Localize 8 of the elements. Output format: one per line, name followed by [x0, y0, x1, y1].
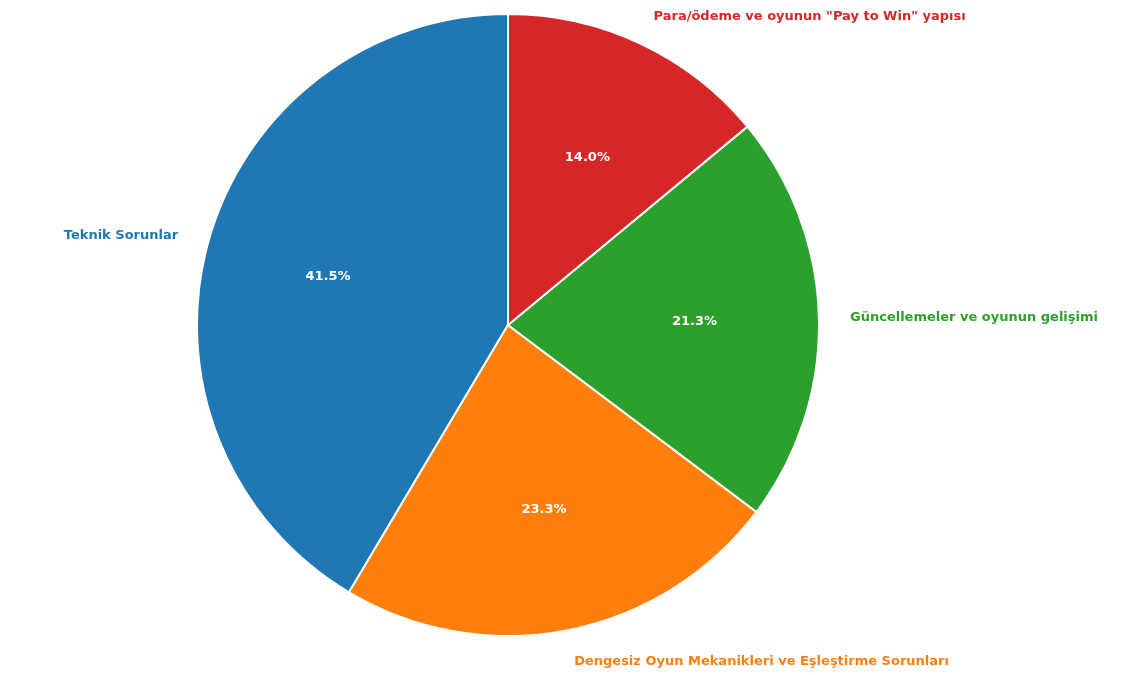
slice-label: Dengesiz Oyun Mekanikleri ve Eşleştirme Sorunları: [574, 653, 949, 669]
data-label: 41.5%: [305, 268, 351, 284]
slice-label: Teknik Sorunlar: [63, 226, 179, 242]
data-label: 21.3%: [671, 313, 718, 329]
slice-label: Güncellemeler ve oyunun gelişimi: [850, 309, 1099, 325]
slice-label: Para/ödeme ve oyunun "Pay to Win" yapısı: [653, 7, 966, 23]
data-label: 14.0%: [564, 148, 610, 164]
data-label: 23.3%: [521, 500, 567, 516]
